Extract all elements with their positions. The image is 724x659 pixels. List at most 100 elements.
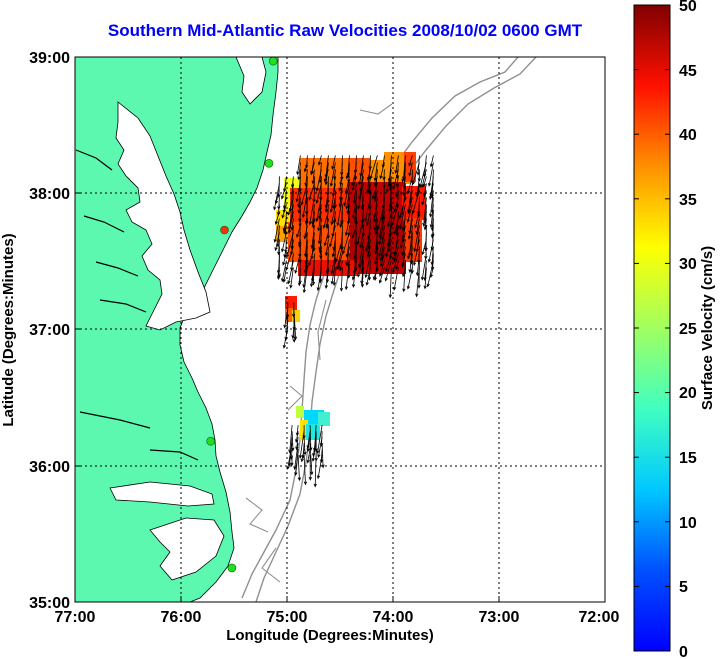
velocity-vector (426, 260, 434, 288)
velocity-vector (297, 162, 301, 181)
velocity-vector (427, 162, 434, 187)
velocity-vector (379, 260, 385, 278)
velocity-vector (306, 437, 311, 453)
velocity-vector (281, 183, 287, 200)
velocity-vector (282, 253, 287, 266)
velocity-vector (290, 455, 294, 467)
radar-station-marker (206, 436, 215, 446)
velocity-vector (427, 239, 434, 263)
velocity-vector (364, 253, 371, 279)
velocity-vector (308, 197, 315, 226)
velocity-vector (276, 267, 281, 281)
velocity-vector (298, 431, 305, 459)
velocity-vector (316, 455, 323, 480)
velocity-vector (402, 267, 406, 278)
grid-lines (75, 57, 605, 602)
velocity-vector (287, 211, 294, 234)
velocity-vector (315, 197, 322, 223)
radar-station-marker (227, 563, 237, 573)
velocity-vector (315, 183, 322, 204)
velocity-vector (316, 425, 323, 454)
velocity-vector (282, 267, 287, 283)
velocity-vector (329, 183, 336, 214)
velocity-vector (344, 260, 350, 291)
velocity-vector (402, 260, 406, 293)
velocity-vector (374, 232, 378, 256)
velocity-vector (302, 267, 308, 294)
velocity-vector (321, 443, 325, 469)
chesapeake-bay (115, 101, 211, 331)
x-tick-label: 75:00 (267, 609, 308, 626)
velocity-vector (293, 443, 299, 471)
river-inlets (75, 149, 199, 461)
velocity-vector (317, 437, 323, 458)
velocity-vector (357, 253, 364, 278)
velocity-vector (297, 455, 302, 482)
x-tick-label: 74:00 (373, 609, 414, 626)
velocity-vector (312, 176, 316, 191)
velocity-vector (401, 239, 406, 257)
velocity-vector (294, 253, 301, 274)
velocity-vectors (273, 155, 435, 488)
velocity-vector (420, 253, 427, 281)
colorbar (633, 4, 671, 652)
velocity-vector (274, 211, 280, 225)
velocity-vector (385, 253, 392, 273)
pamlico-sound (149, 517, 225, 581)
velocity-vector (371, 183, 378, 200)
velocity-vector (295, 183, 301, 203)
velocity-vector (311, 443, 317, 462)
y-axis-label: Latitude (Degrees:Minutes) (0, 233, 17, 426)
velocity-vector (309, 443, 314, 476)
velocity-vector (407, 197, 413, 215)
velocity-vector (351, 197, 357, 219)
velocity-vector (406, 267, 413, 290)
velocity-vector (378, 232, 385, 257)
albemarle-sound (109, 481, 215, 507)
velocity-vector (291, 431, 295, 452)
velocity-vector (317, 218, 322, 245)
velocity-vector (303, 162, 308, 173)
velocity-vector (373, 211, 378, 231)
delaware-bay (235, 57, 267, 105)
velocity-vector (395, 183, 399, 198)
velocity-vector (338, 169, 343, 192)
x-tick-label: 76:00 (161, 609, 202, 626)
velocity-vector (406, 204, 413, 224)
velocity-vector (429, 267, 434, 279)
velocity-vector (300, 183, 308, 206)
velocity-vector (331, 246, 336, 258)
velocity-vector (378, 211, 385, 239)
velocity-vector (339, 176, 343, 186)
velocity-vector (413, 225, 420, 253)
velocity-vector (392, 267, 399, 291)
velocity-vector (366, 211, 371, 227)
velocity-vector (328, 225, 336, 248)
velocity-vector (339, 218, 343, 228)
velocity-vector (373, 162, 378, 182)
colorbar-tick-label: 25 (679, 321, 697, 338)
velocity-vector (394, 155, 399, 174)
y-tick-label: 38:00 (29, 186, 70, 203)
colorbar-tick-label: 35 (679, 192, 697, 209)
velocity-vector (351, 169, 357, 187)
velocity-vector (399, 204, 406, 230)
velocity-vector (373, 204, 378, 223)
colorbar-ticks (634, 4, 670, 652)
velocity-vector (378, 218, 385, 246)
velocity-vector (339, 260, 343, 272)
velocity-vector (429, 155, 434, 168)
velocity-vector (406, 176, 413, 195)
velocity-vector (323, 232, 329, 247)
velocity-vector (301, 190, 308, 219)
velocity-vector (374, 190, 378, 203)
velocity-vector (388, 267, 392, 299)
velocity-vector (337, 253, 343, 270)
velocity-vector (273, 183, 280, 211)
velocity-vector (296, 225, 301, 238)
velocity-vector (401, 169, 406, 183)
velocity-vector (273, 218, 280, 243)
velocity-vector (393, 246, 399, 263)
velocity-vector (415, 267, 420, 298)
velocity-vector (303, 225, 308, 240)
